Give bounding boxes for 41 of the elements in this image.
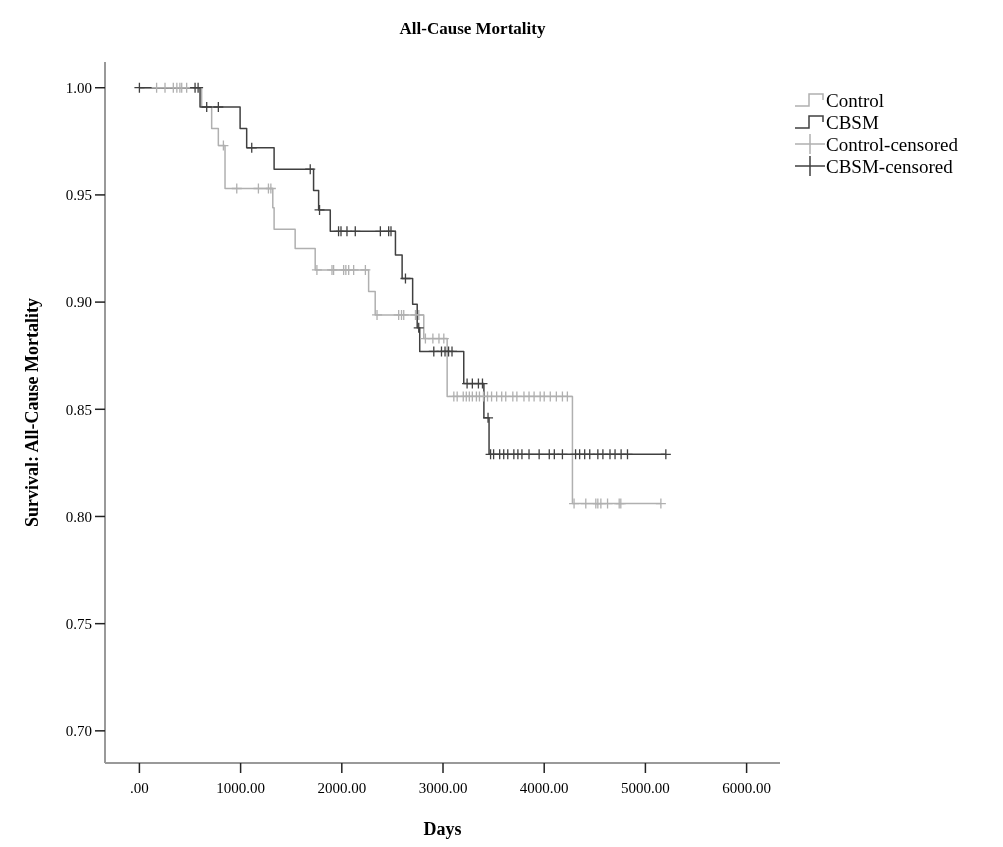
point bbox=[399, 272, 412, 285]
x-tick-label: 2000.00 bbox=[317, 780, 367, 796]
point bbox=[584, 448, 596, 460]
x-tick-label: 3000.00 bbox=[418, 780, 468, 796]
legend-label: CBSM-censored bbox=[826, 155, 954, 177]
point bbox=[476, 377, 489, 390]
point bbox=[556, 448, 569, 460]
x-tick-label: 5000.00 bbox=[621, 780, 670, 796]
point bbox=[246, 142, 258, 154]
point bbox=[341, 225, 353, 237]
y-tick-label: 0.75 bbox=[65, 615, 92, 632]
point bbox=[212, 101, 224, 113]
x-tick-label: 4000.00 bbox=[519, 780, 569, 796]
x-tick-label: .00 bbox=[130, 780, 149, 796]
point bbox=[621, 448, 634, 460]
point bbox=[660, 448, 672, 460]
y-tick-label: 0.70 bbox=[65, 723, 92, 740]
y-tick-label: 1.00 bbox=[65, 79, 92, 96]
point bbox=[446, 345, 458, 358]
legend-label: Control-censored bbox=[826, 133, 959, 155]
chart-title: All-Cause Mortality bbox=[399, 19, 546, 38]
x-tick-label: 1000.00 bbox=[216, 780, 265, 796]
point bbox=[482, 412, 494, 424]
point bbox=[313, 204, 326, 216]
point bbox=[533, 448, 545, 460]
point bbox=[374, 225, 387, 237]
point bbox=[523, 448, 535, 460]
point bbox=[304, 163, 316, 175]
y-tick-label: 0.80 bbox=[65, 508, 92, 525]
legend-label: CBSM bbox=[826, 111, 879, 133]
point bbox=[201, 101, 213, 113]
y-axis-title: Survival: All-Cause Mortality bbox=[22, 298, 42, 527]
legend-label: Control bbox=[826, 89, 885, 111]
x-tick-label: 6000.00 bbox=[722, 780, 771, 796]
y-tick-label: 0.95 bbox=[65, 187, 92, 204]
x-axis-title: Days bbox=[423, 819, 462, 839]
point bbox=[413, 322, 425, 334]
y-tick-label: 0.85 bbox=[65, 401, 92, 418]
y-tick-label: 0.90 bbox=[65, 294, 92, 311]
point bbox=[133, 82, 146, 94]
point bbox=[349, 225, 361, 237]
